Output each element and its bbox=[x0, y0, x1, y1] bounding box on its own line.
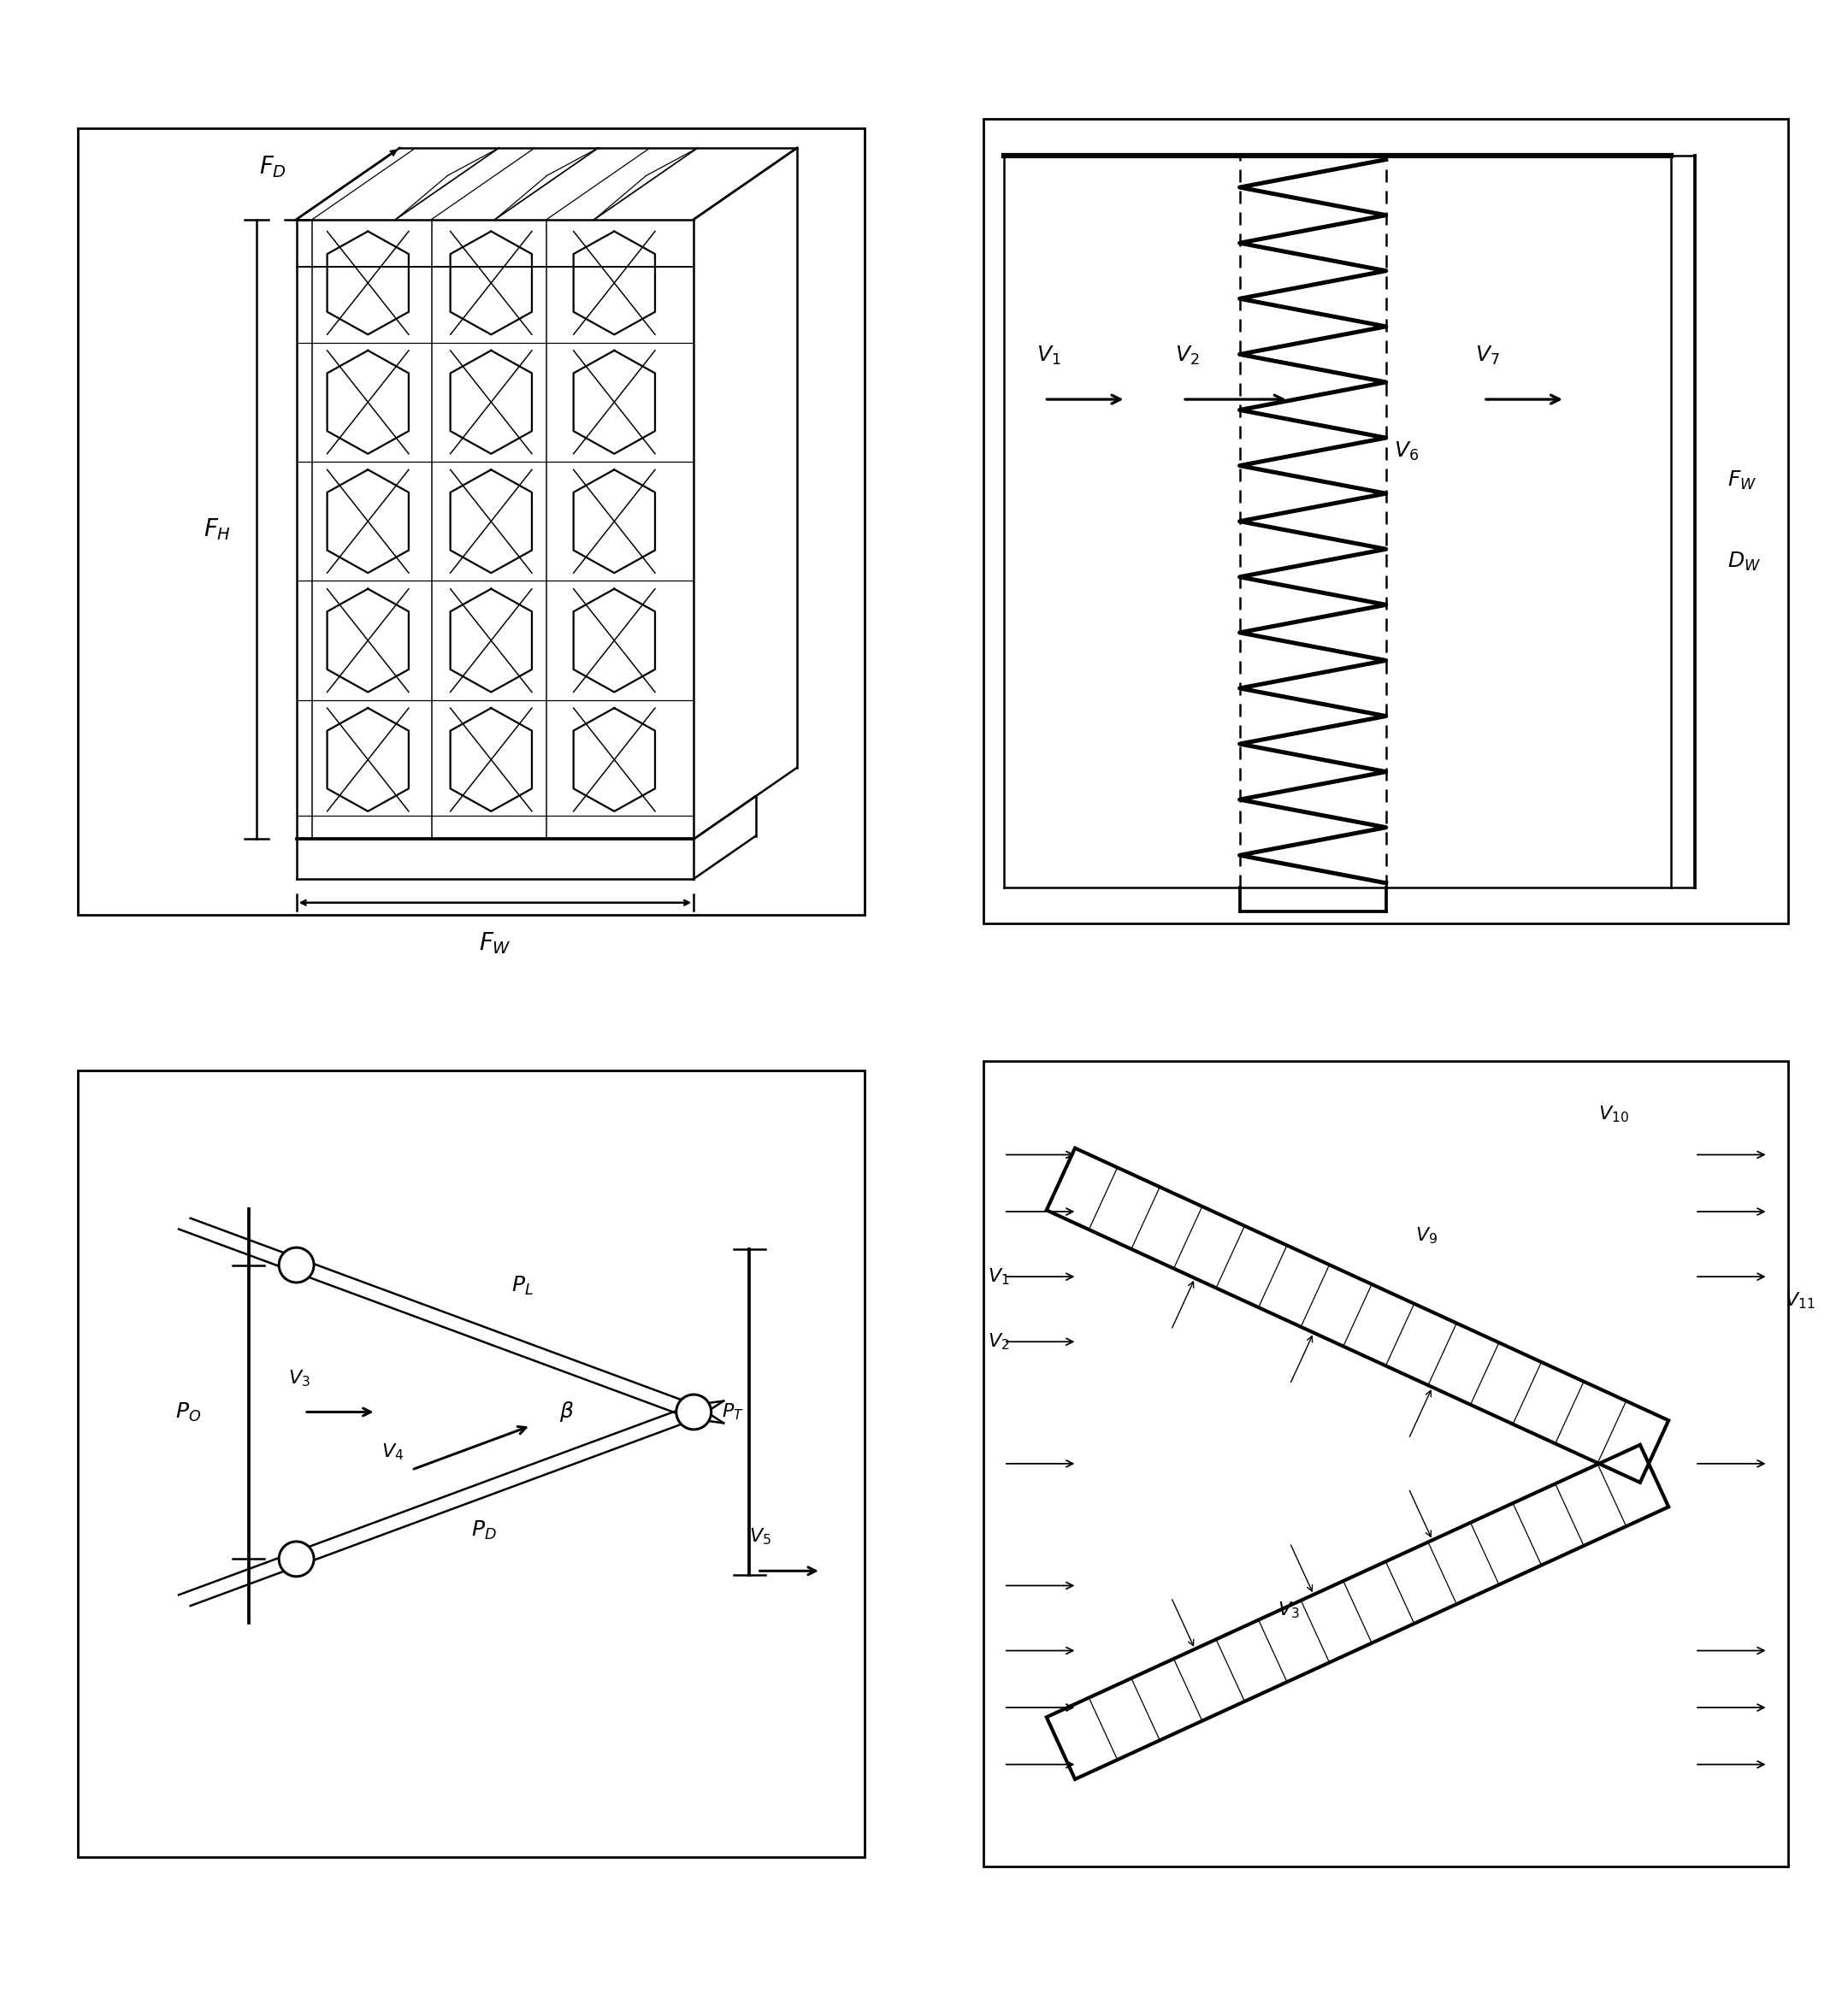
Text: $V_{11}$: $V_{11}$ bbox=[1785, 1291, 1815, 1311]
Polygon shape bbox=[296, 804, 745, 840]
Text: $P_D$: $P_D$ bbox=[471, 1520, 497, 1542]
Text: $V_6$: $V_6$ bbox=[1393, 439, 1419, 463]
Text: $F_W$: $F_W$ bbox=[1728, 469, 1757, 491]
Text: $F_H$: $F_H$ bbox=[203, 517, 231, 541]
Text: $P_O$: $P_O$ bbox=[176, 1401, 201, 1424]
Circle shape bbox=[279, 1247, 314, 1283]
Text: $F_W$: $F_W$ bbox=[479, 930, 512, 956]
Circle shape bbox=[676, 1395, 711, 1430]
Text: $V_4$: $V_4$ bbox=[381, 1442, 403, 1462]
Text: $P_T$: $P_T$ bbox=[721, 1401, 743, 1422]
Text: $V_3$: $V_3$ bbox=[1277, 1600, 1299, 1620]
Text: $V_5$: $V_5$ bbox=[750, 1528, 771, 1548]
Text: $V_7$: $V_7$ bbox=[1475, 345, 1501, 367]
Text: $V_2$: $V_2$ bbox=[987, 1331, 1009, 1351]
Polygon shape bbox=[1046, 1446, 1669, 1778]
Text: $V_3$: $V_3$ bbox=[288, 1367, 310, 1387]
Text: $V_9$: $V_9$ bbox=[1416, 1225, 1438, 1245]
Text: $P_L$: $P_L$ bbox=[510, 1275, 532, 1297]
Text: $\beta$: $\beta$ bbox=[560, 1399, 575, 1424]
Circle shape bbox=[279, 1542, 314, 1576]
Text: $V_1$: $V_1$ bbox=[987, 1267, 1009, 1287]
Text: $F_D$: $F_D$ bbox=[259, 154, 286, 180]
Text: $V_2$: $V_2$ bbox=[1175, 345, 1199, 367]
Polygon shape bbox=[1046, 1149, 1669, 1482]
Text: $V_{10}$: $V_{10}$ bbox=[1599, 1105, 1630, 1125]
Text: $V_1$: $V_1$ bbox=[1037, 345, 1061, 367]
Text: $D_W$: $D_W$ bbox=[1728, 551, 1761, 573]
